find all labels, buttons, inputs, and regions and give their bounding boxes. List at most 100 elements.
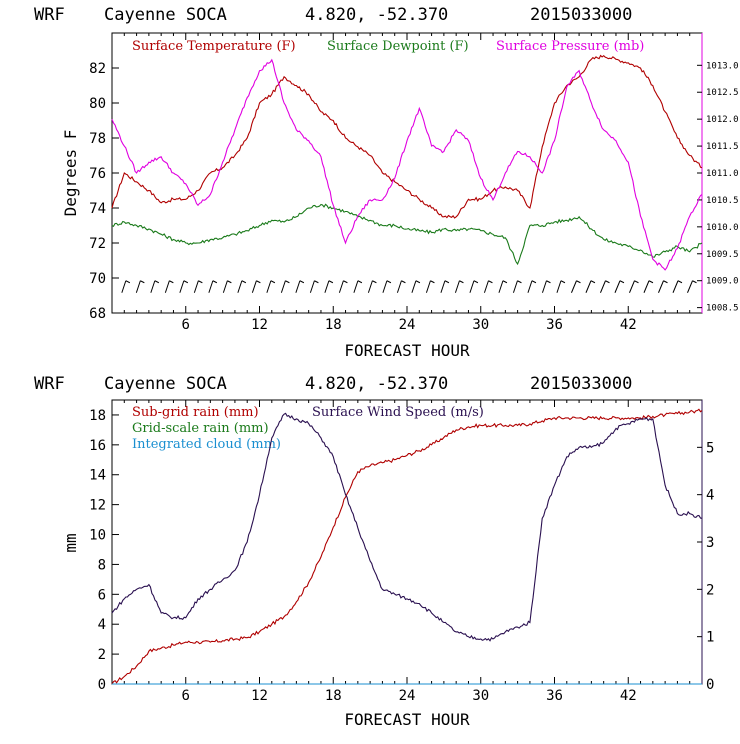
p2-ytick-label: 14 — [89, 468, 106, 484]
p2-y2tick-label: 3 — [706, 535, 714, 551]
wind-barb-flag — [560, 280, 566, 284]
wind-barb — [658, 280, 664, 293]
p2-xtick-label: 30 — [472, 688, 489, 704]
panel2-legend: Sub-grid rain (mm) Grid-scale rain (mm) … — [132, 405, 484, 452]
wind-barb — [135, 280, 141, 293]
panel1-header: WRF Cayenne SOCA 4.820, -52.370 20150330… — [34, 5, 632, 25]
panel1-legend: Surface Temperature (F) Surface Dewpoint… — [132, 39, 644, 54]
wind-barb-flag — [502, 280, 508, 284]
wind-barb — [469, 280, 475, 293]
p2-xtick-label: 18 — [325, 688, 342, 704]
wind-barb-flag — [605, 280, 610, 284]
p1-xtick-label: 24 — [399, 317, 416, 333]
p1-xtick-label: 36 — [546, 317, 563, 333]
panel1-y-ticks: 68 70 72 74 76 78 80 82 — [89, 61, 119, 322]
wind-barb — [672, 280, 679, 293]
wind-barb-flag — [169, 280, 174, 284]
p2-y2tick-label: 4 — [706, 488, 714, 504]
p1-series-surface-pressure-mb — [111, 58, 703, 271]
p1-xtick-label: 42 — [620, 317, 637, 333]
p2-ytick-label: 12 — [89, 498, 106, 514]
panel2-series — [111, 408, 703, 685]
wind-barb — [629, 280, 635, 293]
p1-xtick-label: 6 — [182, 317, 190, 333]
panel1-x-ticks: 6 12 18 24 30 36 42 — [123, 33, 691, 333]
p1-xtick-label: 18 — [325, 317, 342, 333]
panel1-series — [111, 54, 703, 271]
wind-barb — [425, 280, 431, 293]
p1-y2tick-label: 1011.0 — [706, 169, 739, 179]
p2-xtick-label: 24 — [399, 688, 416, 704]
legend-subgrid-rain: Sub-grid rain (mm) — [132, 405, 259, 420]
wind-barb-flag — [314, 280, 319, 284]
p2-y2tick-label: 5 — [706, 440, 714, 456]
wind-barb-flag — [677, 280, 683, 284]
panel2-y-ticks: 0 2 4 6 8 10 12 14 16 18 — [89, 408, 119, 693]
wind-barb — [324, 280, 330, 293]
wind-barb-flag — [590, 280, 596, 284]
wind-barb-flag — [488, 280, 493, 284]
wind-barb-flag — [517, 280, 522, 284]
wind-barb — [121, 280, 127, 293]
wind-barb-flag — [299, 280, 305, 284]
panel2-run: 2015033000 — [530, 374, 632, 394]
p2-xtick-label: 6 — [182, 688, 190, 704]
p1-ytick-label: 78 — [89, 131, 106, 147]
wind-barb — [440, 280, 446, 293]
wind-barb — [150, 280, 156, 293]
wind-barb-flag — [212, 280, 218, 284]
wind-barb-flag — [125, 280, 131, 284]
p1-y2tick-label: 1010.5 — [706, 196, 739, 206]
panel1-wind-barbs — [121, 280, 697, 293]
wind-barb-flag — [285, 280, 290, 284]
p2-ytick-label: 6 — [98, 587, 106, 603]
panel1-y-axis-label: Degrees F — [61, 130, 80, 217]
wind-barb — [571, 280, 577, 293]
p1-series-surface-dewpoint-f — [111, 203, 703, 266]
panel2-y-axis-label: mm — [61, 533, 80, 552]
wind-barb-flag — [444, 280, 450, 284]
p1-y2tick-label: 1009.5 — [706, 250, 739, 260]
wind-barb — [295, 280, 301, 293]
p2-ytick-label: 18 — [89, 408, 106, 424]
wind-barb-flag — [198, 280, 203, 284]
wind-barb — [338, 280, 344, 293]
p2-xtick-label: 36 — [546, 688, 563, 704]
wind-barb — [208, 280, 214, 293]
wind-barb-flag — [328, 280, 334, 284]
panel1-run: 2015033000 — [530, 5, 632, 25]
wind-barb-flag — [241, 280, 247, 284]
panel1-model: WRF — [34, 5, 65, 25]
wind-barb — [512, 280, 518, 293]
p1-y2tick-label: 1009.0 — [706, 277, 739, 287]
p2-series-surface-wind-speed-m-s — [111, 412, 703, 642]
p1-ytick-label: 76 — [89, 166, 106, 182]
wind-barb — [498, 280, 504, 293]
wind-barb-flag — [692, 280, 697, 284]
panel2-station: Cayenne SOCA — [104, 374, 227, 394]
wind-barb-flag — [576, 280, 581, 284]
p2-ytick-label: 0 — [98, 677, 106, 693]
wind-barb-flag — [256, 280, 261, 284]
wind-barb — [643, 280, 650, 293]
panel2-coords: 4.820, -52.370 — [305, 374, 448, 394]
p1-ytick-label: 74 — [89, 201, 106, 217]
legend-integrated-cloud: Integrated cloud (mm) — [132, 437, 281, 452]
p2-series-sub-grid-rain-mm — [111, 408, 703, 685]
panel1-y2-ticks: 1008.5 1009.0 1009.5 1010.0 1010.5 1011.0 1011… — [697, 61, 739, 314]
p2-ytick-label: 16 — [89, 438, 106, 454]
wind-barb — [382, 280, 388, 293]
wind-barb — [411, 280, 417, 293]
wind-barb-flag — [270, 280, 276, 284]
panel1-x-axis-label: FORECAST HOUR — [344, 341, 470, 360]
wind-barb — [353, 280, 359, 293]
wind-barb — [585, 280, 592, 293]
panel2-header: WRF Cayenne SOCA 4.820, -52.370 20150330… — [34, 374, 632, 394]
p1-y2tick-label: 1013.0 — [706, 61, 739, 71]
wind-barb — [164, 280, 170, 293]
wind-barb-flag — [546, 280, 551, 284]
wind-barb-flag — [531, 280, 537, 284]
wind-barb-flag — [154, 280, 160, 284]
